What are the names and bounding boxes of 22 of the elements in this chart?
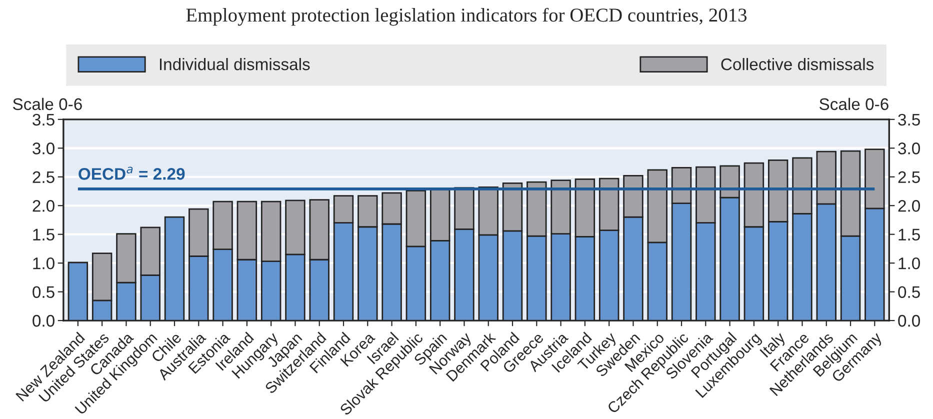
- y2-tick-label: 1.0: [898, 257, 920, 270]
- y-tick-label: 3.5: [32, 114, 54, 126]
- y-tick-label: 1.5: [33, 228, 54, 241]
- y-tick-label: 1.0: [33, 257, 54, 270]
- y2-tick-label: 2.0: [898, 200, 920, 212]
- legend-label: Individual dismissals: [160, 58, 310, 70]
- legend-label: Collective dismissals: [721, 58, 874, 70]
- y-tick-label: 0.0: [32, 314, 54, 327]
- y2-tick-label: 2.5: [898, 171, 920, 184]
- y2-tick-label: 0.5: [898, 286, 920, 298]
- y-axis-title: Scale 0-6: [13, 98, 82, 110]
- y2-tick-label: 3.5: [898, 114, 920, 126]
- y-tick-label: 3.0: [32, 142, 54, 154]
- y2-tick-label: 1.5: [898, 228, 920, 241]
- y2-axis-title: Scale 0-6: [820, 98, 888, 110]
- chart-title: Employment protection legislation indicators for OECD countries, 2013: [186, 8, 747, 26]
- y2-tick-label: 0.0: [898, 314, 920, 327]
- y-tick-label: 0.5: [32, 286, 54, 298]
- y2-tick-label: 3.0: [898, 142, 920, 154]
- ref-line-label: OECD$^{a}$ = 2.29: [78, 166, 185, 180]
- y-tick-label: 2.5: [32, 171, 54, 184]
- y-tick-label: 2.0: [32, 200, 54, 212]
